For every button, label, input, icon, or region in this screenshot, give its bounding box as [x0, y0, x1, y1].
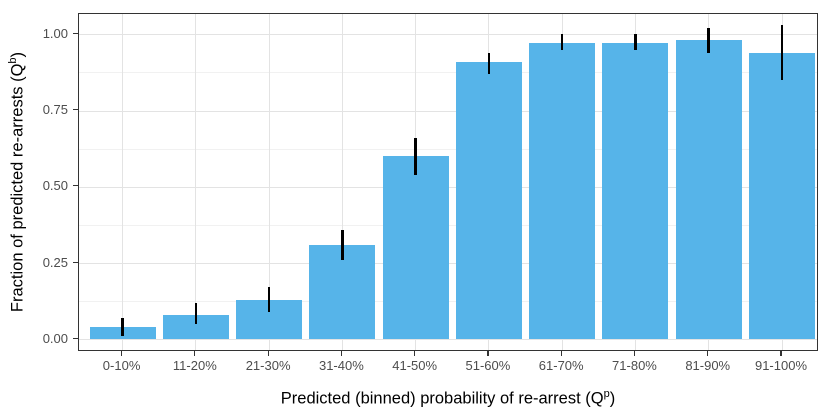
- x-axis-tick-mark: [194, 351, 196, 356]
- bar: [455, 61, 522, 340]
- minor-gridline: [79, 148, 817, 150]
- error-bar: [634, 34, 637, 50]
- y-axis-title-superscript: b: [6, 57, 19, 64]
- x-tick-label: 81-90%: [685, 358, 731, 373]
- y-axis-tick-mark: [73, 261, 78, 263]
- x-tick-label: 61-70%: [538, 358, 584, 373]
- bar: [602, 43, 669, 340]
- bar: [309, 244, 376, 340]
- y-axis-tick-mark: [73, 185, 78, 187]
- x-tick-label: 11-20%: [172, 358, 217, 373]
- vertical-gridline: [268, 14, 270, 350]
- error-bar: [780, 25, 784, 81]
- bar: [675, 40, 742, 340]
- y-axis-tick-mark: [73, 337, 78, 339]
- y-tick-label: 0.25: [42, 254, 68, 270]
- x-axis-tick-mark: [267, 351, 269, 356]
- x-tick-label: 51-60%: [465, 358, 511, 373]
- vertical-gridline: [341, 14, 343, 350]
- x-axis-tick-mark: [633, 351, 636, 356]
- x-tick-label: 71-80%: [612, 358, 657, 373]
- x-axis-title: Predicted (binned) probability of re-arr…: [78, 388, 818, 409]
- error-bar: [560, 34, 564, 50]
- x-tick-label: 91-100%: [754, 358, 808, 373]
- x-axis-tick-mark: [120, 351, 123, 356]
- x-axis-tick-mark: [560, 351, 562, 356]
- bar: [529, 43, 596, 340]
- y-tick-label: 0.00: [42, 330, 68, 346]
- error-bar: [487, 52, 491, 74]
- x-axis-tick-mark: [780, 351, 782, 356]
- vertical-gridline: [122, 14, 124, 350]
- x-tick-label: 21-30%: [245, 358, 291, 373]
- x-tick-label: 41-50%: [392, 358, 438, 373]
- bar: [749, 52, 815, 340]
- major-gridline: [79, 110, 817, 112]
- y-tick-label: 1.00: [42, 25, 68, 41]
- error-bar: [267, 287, 271, 312]
- x-axis-title-close: ): [609, 389, 616, 408]
- x-axis-tick-mark: [707, 351, 709, 356]
- major-gridline: [79, 339, 817, 341]
- bar: [382, 156, 449, 340]
- x-tick-label: 31-40%: [318, 358, 364, 373]
- y-axis-tick-mark: [73, 32, 78, 34]
- plot-panel: [78, 13, 818, 351]
- y-axis-tick-mark: [73, 109, 78, 111]
- x-axis-title-text: Predicted (binned) probability of re-arr…: [280, 389, 604, 408]
- error-bar: [341, 229, 344, 260]
- error-bar: [194, 302, 198, 325]
- x-tick-label: 0-10%: [102, 358, 141, 373]
- y-axis-title-close: ): [8, 51, 27, 58]
- x-axis-tick-mark: [414, 351, 416, 356]
- minor-gridline: [79, 72, 817, 74]
- error-bar: [121, 317, 124, 337]
- error-bar: [707, 28, 710, 53]
- error-bar: [414, 138, 417, 175]
- y-tick-label: 0.50: [42, 178, 68, 194]
- x-axis-tick-mark: [340, 351, 342, 356]
- x-axis-tick-mark: [487, 351, 489, 356]
- vertical-gridline: [195, 14, 197, 350]
- y-tick-label: 0.75: [42, 102, 68, 118]
- major-gridline: [79, 34, 817, 36]
- x-axis-title-superscript: p: [603, 388, 610, 400]
